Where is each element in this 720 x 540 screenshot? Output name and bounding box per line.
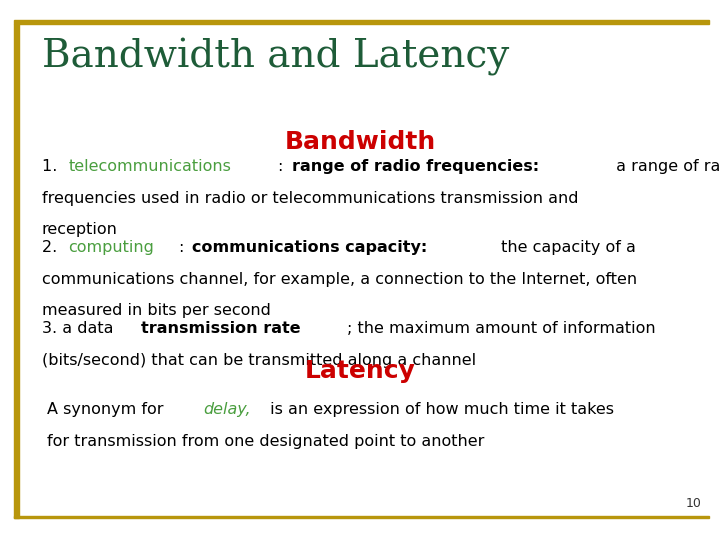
Text: computing: computing <box>68 240 154 255</box>
Bar <box>14 20 709 24</box>
Text: telecommunications: telecommunications <box>68 159 231 174</box>
Text: a range of radio: a range of radio <box>611 159 720 174</box>
Text: reception: reception <box>42 222 117 237</box>
Text: range of radio frequencies:: range of radio frequencies: <box>292 159 539 174</box>
Text: Bandwidth and Latency: Bandwidth and Latency <box>42 38 509 76</box>
Text: transmission rate: transmission rate <box>140 321 300 336</box>
Text: (bits/second) that can be transmitted along a channel: (bits/second) that can be transmitted al… <box>42 353 476 368</box>
Text: ; the maximum amount of information: ; the maximum amount of information <box>346 321 655 336</box>
Bar <box>14 516 709 518</box>
Text: :: : <box>279 159 289 174</box>
Text: Latency: Latency <box>305 359 415 383</box>
Text: 10: 10 <box>686 497 702 510</box>
Text: Bandwidth: Bandwidth <box>284 130 436 153</box>
Text: 2.: 2. <box>42 240 62 255</box>
Text: A synonym for: A synonym for <box>47 402 168 417</box>
Text: for transmission from one designated point to another: for transmission from one designated poi… <box>47 434 484 449</box>
Text: communications capacity:: communications capacity: <box>192 240 428 255</box>
Text: is an expression of how much time it takes: is an expression of how much time it tak… <box>265 402 614 417</box>
Text: the capacity of a: the capacity of a <box>496 240 636 255</box>
Text: measured in bits per second: measured in bits per second <box>42 303 271 318</box>
Text: delay,: delay, <box>204 402 251 417</box>
Text: 3. a data: 3. a data <box>42 321 118 336</box>
Text: 1.: 1. <box>42 159 62 174</box>
Bar <box>14 24 19 518</box>
Text: :: : <box>179 240 189 255</box>
Text: communications channel, for example, a connection to the Internet, often: communications channel, for example, a c… <box>42 272 637 287</box>
Text: frequencies used in radio or telecommunications transmission and: frequencies used in radio or telecommuni… <box>42 191 578 206</box>
